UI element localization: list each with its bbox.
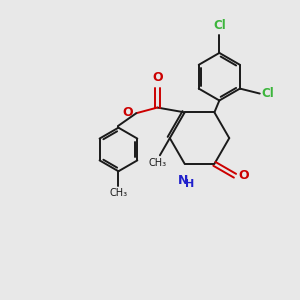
Text: O: O [238,169,249,182]
Text: CH₃: CH₃ [149,158,167,168]
Text: Cl: Cl [213,19,226,32]
Text: N: N [178,174,188,187]
Text: H: H [185,179,194,189]
Text: CH₃: CH₃ [110,188,128,198]
Text: O: O [123,106,133,119]
Text: O: O [152,71,163,84]
Text: Cl: Cl [262,87,275,100]
